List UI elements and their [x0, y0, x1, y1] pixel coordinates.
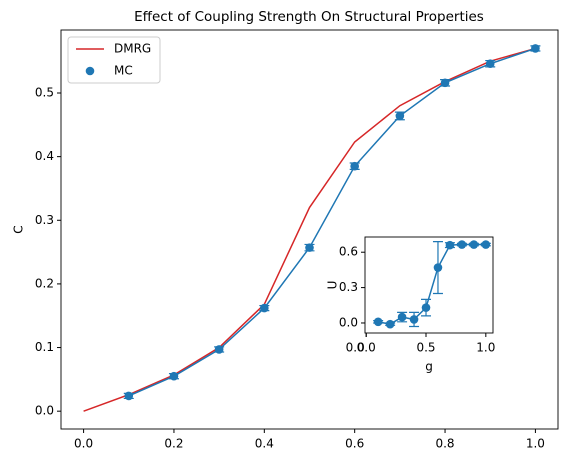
axes-frame [364, 236, 494, 334]
x-tick-label: 0.8 [435, 437, 454, 451]
x-tick-label: 0.5 [416, 341, 435, 355]
y-tick-label: 0.4 [35, 149, 54, 163]
x-tick-label: 0.0 [346, 341, 365, 355]
y-axis-label: U [326, 281, 340, 290]
point [457, 240, 467, 249]
point [305, 243, 314, 252]
point [395, 111, 405, 121]
point [397, 312, 407, 322]
y-tick-label: 0.3 [35, 213, 54, 227]
y-axis-label: C [12, 225, 26, 233]
x-tick-label: 0.4 [255, 437, 274, 451]
y-tick-label: 0.0 [339, 315, 358, 329]
series-line [128, 47, 536, 397]
point [440, 78, 450, 88]
x-axis-label: g [425, 360, 433, 374]
y-tick-label: 0.5 [35, 86, 54, 100]
point [373, 317, 383, 327]
x-tick-label: 0.2 [164, 437, 183, 451]
plot-area [365, 237, 493, 333]
x-tick-label: 0.6 [345, 437, 364, 451]
axes-frame [60, 29, 559, 430]
point [481, 240, 491, 249]
point [124, 391, 134, 401]
point [445, 240, 455, 250]
point [409, 315, 419, 324]
point [214, 345, 224, 354]
y-tick-label: 0.3 [339, 280, 358, 294]
series-line [83, 47, 536, 412]
point [260, 303, 269, 313]
y-tick-label: 0.1 [35, 340, 54, 354]
x-tick-label: 0.0 [74, 437, 93, 451]
point [169, 371, 179, 381]
x-tick-label: 0.0 [357, 341, 376, 355]
y-tick-label: 0.6 [339, 245, 358, 259]
point [433, 263, 443, 272]
point [421, 303, 431, 312]
legend-label: DMRG [114, 42, 151, 56]
chart-title: Effect of Coupling Strength On Structura… [134, 9, 484, 25]
legend-label: MC [114, 64, 133, 78]
y-tick-label: 0.0 [35, 404, 54, 418]
y-tick-label: 0.2 [35, 276, 54, 290]
series-line [378, 243, 486, 325]
plot-area [61, 30, 558, 429]
x-tick-label: 1.0 [476, 341, 495, 355]
point [531, 44, 540, 53]
legend-swatch [85, 66, 95, 76]
point [350, 161, 359, 171]
point [385, 319, 395, 329]
x-tick-label: 1.0 [526, 437, 545, 451]
point [469, 240, 479, 249]
point [485, 59, 495, 69]
